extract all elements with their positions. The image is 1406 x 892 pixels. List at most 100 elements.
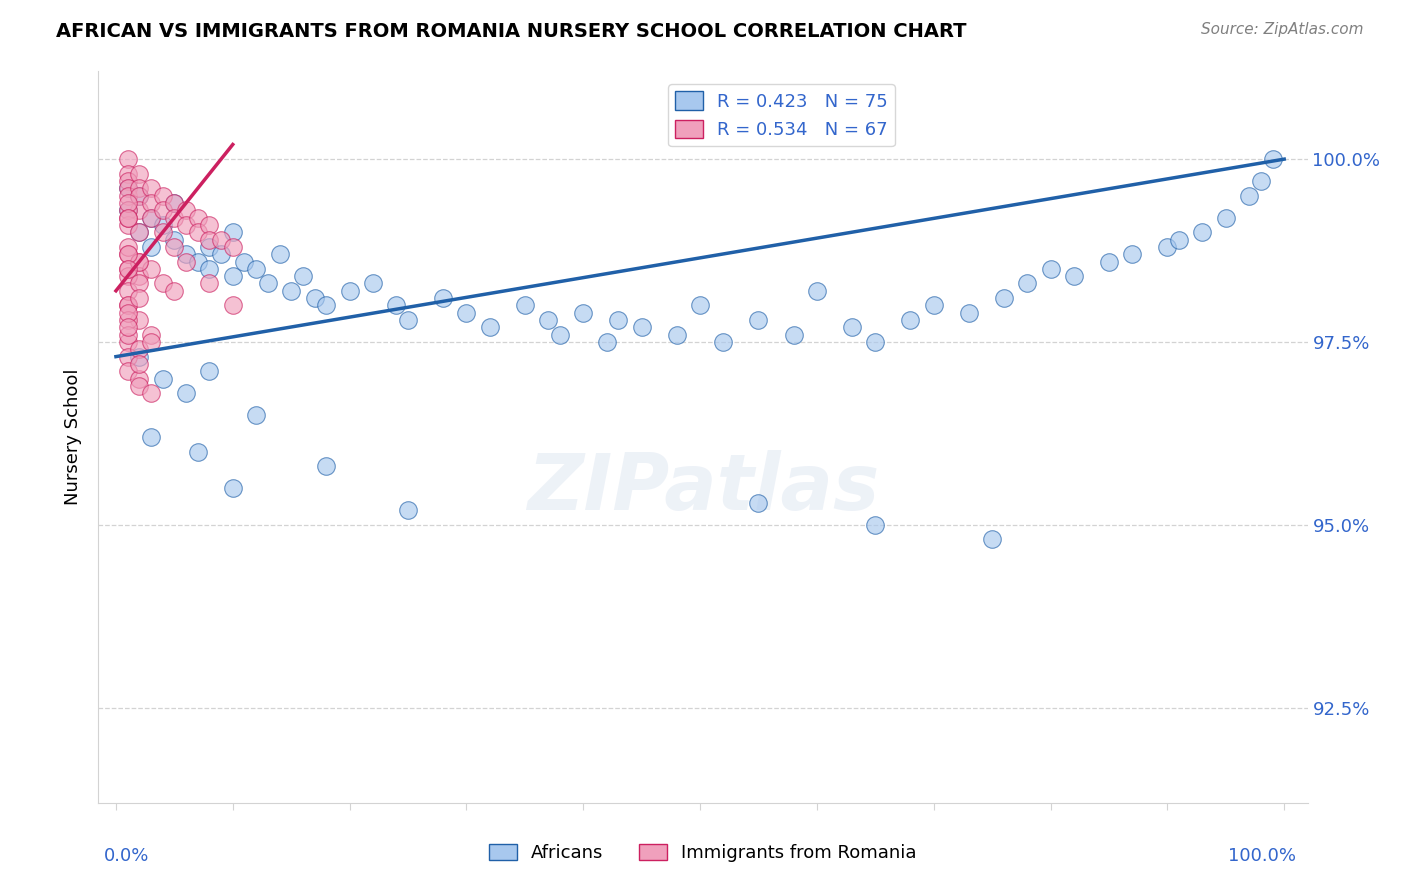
Point (128, 343, 150, 357)
Point (163, 284, 186, 298)
Point (689, 298, 711, 312)
Point (315, 298, 337, 312)
Point (256, 277, 278, 291)
Point (198, 364, 221, 378)
Point (128, 371, 150, 385)
Point (898, 313, 921, 327)
Point (222, 240, 245, 254)
Point (187, 254, 209, 268)
Point (139, 261, 162, 276)
Point (572, 306, 595, 320)
Point (385, 298, 408, 312)
Point (128, 225, 150, 239)
Text: 0.0%: 0.0% (104, 847, 149, 864)
Point (117, 196, 139, 211)
Point (128, 357, 150, 371)
Point (1063, 269, 1085, 284)
Point (128, 277, 150, 291)
Point (1039, 261, 1062, 276)
Point (315, 459, 337, 474)
Point (117, 181, 139, 195)
Point (339, 284, 361, 298)
Point (128, 313, 150, 327)
Point (117, 298, 139, 312)
Point (280, 284, 302, 298)
Point (548, 327, 571, 342)
Point (117, 203, 139, 218)
Point (128, 254, 150, 268)
Point (163, 211, 186, 225)
Y-axis label: Nursery School: Nursery School (65, 368, 83, 506)
Point (117, 152, 139, 166)
Point (198, 218, 221, 232)
Point (1215, 211, 1237, 225)
Point (1168, 233, 1191, 247)
Point (139, 211, 162, 225)
Point (139, 334, 162, 349)
Point (1261, 152, 1284, 166)
Point (117, 203, 139, 218)
Point (117, 181, 139, 195)
Legend: R = 0.423   N = 75, R = 0.534   N = 67: R = 0.423 N = 75, R = 0.534 N = 67 (668, 84, 896, 146)
Point (117, 174, 139, 188)
Point (174, 386, 197, 401)
Point (396, 503, 419, 517)
Point (396, 313, 419, 327)
Point (630, 320, 652, 334)
Point (128, 269, 150, 284)
Point (117, 247, 139, 261)
Point (782, 327, 804, 342)
Point (128, 181, 150, 195)
Point (432, 291, 454, 305)
Point (222, 269, 245, 284)
Point (117, 188, 139, 202)
Point (841, 320, 863, 334)
Point (117, 350, 139, 364)
Point (128, 203, 150, 218)
Point (993, 291, 1015, 305)
Point (865, 334, 887, 349)
Point (163, 196, 186, 211)
Point (209, 233, 232, 247)
Point (152, 218, 174, 232)
Point (981, 533, 1004, 547)
Legend: Africans, Immigrants from Romania: Africans, Immigrants from Romania (482, 837, 924, 870)
Point (1250, 174, 1272, 188)
Point (117, 211, 139, 225)
Point (595, 334, 617, 349)
Point (117, 306, 139, 320)
Point (117, 327, 139, 342)
Point (117, 167, 139, 181)
Point (117, 364, 139, 378)
Point (128, 254, 150, 268)
Point (117, 313, 139, 327)
Point (233, 254, 256, 268)
Point (163, 240, 186, 254)
Point (174, 254, 197, 268)
Point (174, 218, 197, 232)
Point (117, 261, 139, 276)
Point (865, 517, 887, 532)
Point (478, 320, 501, 334)
Point (139, 430, 162, 444)
Point (222, 298, 245, 312)
Point (304, 291, 326, 305)
Point (1098, 254, 1121, 268)
Point (187, 444, 209, 458)
Point (152, 277, 174, 291)
Point (222, 225, 245, 239)
Point (607, 313, 630, 327)
Point (128, 291, 150, 305)
Point (456, 306, 478, 320)
Text: ZIPatlas: ZIPatlas (527, 450, 879, 526)
Point (128, 188, 150, 202)
Point (152, 225, 174, 239)
Point (152, 371, 174, 385)
Point (174, 247, 197, 261)
Point (139, 386, 162, 401)
Point (139, 327, 162, 342)
Point (128, 167, 150, 181)
Point (291, 269, 314, 284)
Point (187, 225, 209, 239)
Point (361, 277, 384, 291)
